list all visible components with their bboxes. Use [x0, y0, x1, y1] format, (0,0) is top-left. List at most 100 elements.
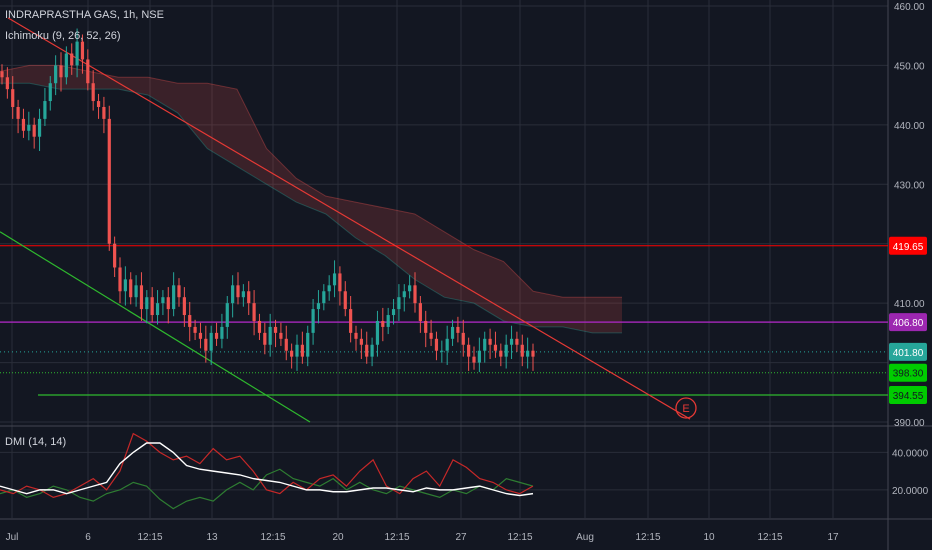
candle-body	[509, 338, 514, 345]
candle-body	[504, 344, 508, 357]
candle-body	[381, 320, 385, 327]
candle-body	[161, 297, 165, 304]
candle-body	[531, 350, 535, 357]
time-tick-label: 12:15	[507, 532, 532, 543]
candle-body	[413, 285, 417, 304]
time-tick-label: Aug	[576, 532, 594, 543]
candle-body	[424, 320, 428, 333]
candle-body	[467, 344, 471, 357]
ichimoku-cloud	[0, 65, 622, 333]
candle-body	[80, 41, 85, 60]
candle-body	[445, 338, 449, 351]
candle-body	[450, 326, 455, 339]
candle-body	[316, 303, 321, 310]
ichimoku-label: Ichimoku (9, 26, 52, 26)	[5, 30, 121, 42]
candle-body	[177, 285, 181, 298]
candle-body	[75, 41, 79, 66]
candle-body	[268, 326, 272, 345]
candle-body	[11, 89, 15, 107]
time-tick-label: 6	[85, 532, 91, 543]
candle-body	[21, 118, 26, 131]
last-price-label-box	[889, 342, 927, 361]
price-tick-label: 440.00	[894, 121, 925, 132]
candle-body	[113, 243, 117, 268]
candle-body	[290, 350, 294, 357]
price-tick-label: 410.00	[894, 299, 925, 310]
candle-body	[134, 285, 138, 298]
candle-body	[306, 332, 310, 357]
dmi-minus-line	[0, 432, 534, 499]
candle-body	[32, 124, 36, 137]
candle-body	[408, 285, 412, 292]
candle-body	[241, 291, 245, 298]
candle-body	[354, 332, 358, 339]
time-tick-label: 12:15	[260, 532, 285, 543]
candle-body	[102, 106, 106, 119]
candle-body	[429, 332, 433, 339]
purple-price-label-box	[889, 313, 927, 332]
time-tick-label: 12:15	[137, 532, 162, 543]
adx-line	[0, 442, 534, 497]
resistance-price-label-box	[889, 236, 927, 255]
candle-body	[96, 101, 101, 107]
candle-body	[220, 326, 224, 339]
candle-body	[64, 53, 68, 78]
candle-body	[236, 285, 240, 298]
time-tick-label: 27	[455, 532, 467, 543]
candle-body	[338, 273, 342, 292]
candle-body	[145, 297, 149, 310]
dmi-label: DMI (14, 14)	[5, 436, 67, 448]
candle-body	[188, 315, 192, 327]
candle-body	[198, 332, 203, 339]
candle-body	[257, 320, 262, 333]
candle-body	[27, 124, 31, 131]
candle-body	[370, 344, 374, 357]
ichimoku-span-b	[0, 82, 622, 334]
time-tick-label: 12:15	[635, 532, 660, 543]
grid-lines	[0, 0, 888, 518]
candle-body	[359, 338, 363, 345]
candles	[0, 28, 535, 373]
support-price-label-lower-box	[889, 385, 927, 404]
candle-body	[515, 338, 519, 345]
price-tick-label: 430.00	[894, 180, 925, 191]
candle-body	[349, 309, 353, 333]
candle-body	[139, 285, 144, 310]
candle-body	[397, 297, 401, 310]
candle-body	[247, 291, 251, 304]
candle-body	[54, 65, 58, 84]
time-tick-label: 12:15	[384, 532, 409, 543]
annotation-label: E	[682, 403, 689, 415]
support-price-label-lower: 394.55	[893, 391, 924, 402]
time-tick-label: 10	[703, 532, 715, 543]
candle-body	[0, 71, 4, 78]
support-price-label-upper-box	[889, 363, 927, 382]
candle-body	[488, 338, 492, 345]
symbol-title: INDRAPRASTHA GAS, 1h, NSE	[5, 9, 164, 21]
candle-body	[91, 83, 95, 102]
descending-trendline	[7, 17, 691, 420]
candle-body	[477, 350, 481, 363]
candle-body	[461, 332, 465, 345]
candle-body	[129, 279, 133, 298]
candle-body	[520, 344, 524, 357]
time-tick-label: 20	[332, 532, 344, 543]
candle-body	[499, 350, 503, 357]
dmi-tick-label: 20.0000	[892, 486, 929, 497]
candle-body	[209, 332, 213, 351]
time-tick-label: 17	[827, 532, 839, 543]
candle-body	[231, 285, 235, 304]
time-tick-label: 12:15	[757, 532, 782, 543]
candle-body	[48, 83, 52, 102]
candle-body	[16, 106, 20, 119]
candle-body	[59, 65, 63, 78]
candle-body	[402, 291, 406, 298]
candle-body	[118, 267, 122, 292]
candle-body	[5, 77, 9, 90]
candle-body	[493, 344, 498, 351]
candle-body	[483, 338, 487, 351]
candle-body	[193, 326, 197, 333]
candle-body	[70, 53, 74, 66]
candle-body	[440, 350, 444, 352]
